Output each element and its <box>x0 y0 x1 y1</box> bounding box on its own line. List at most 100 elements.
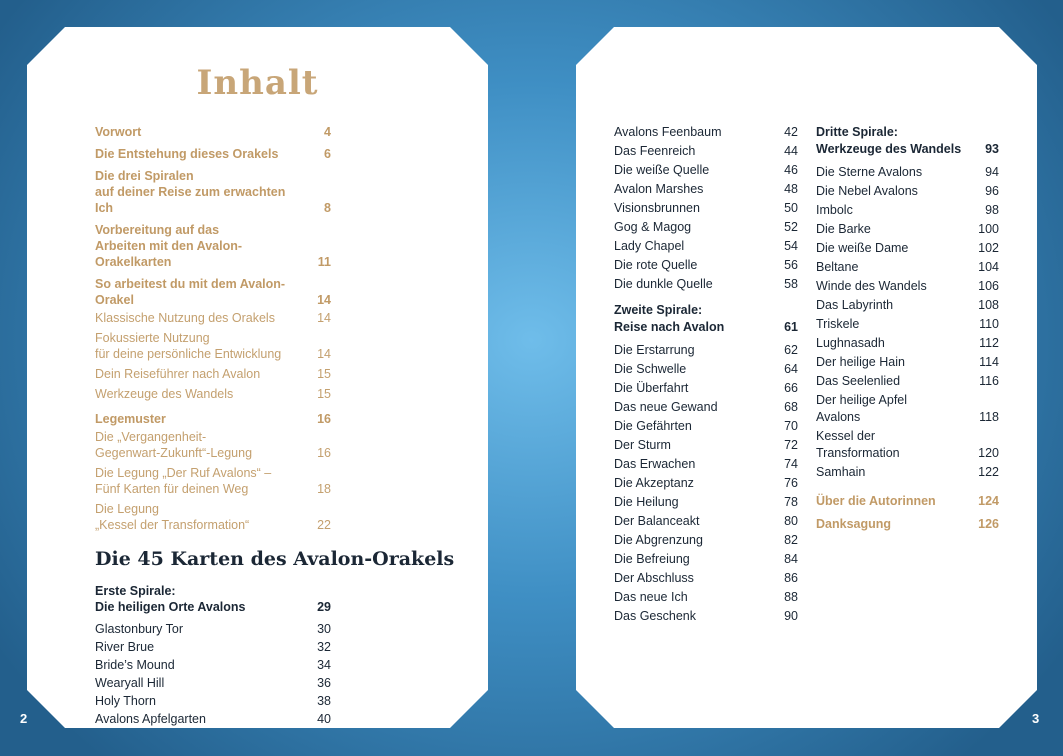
toc-entry[interactable]: Gog & Magog 52 <box>614 219 798 236</box>
toc-page-number: 68 <box>784 400 798 414</box>
toc-entry[interactable]: Wearyall Hill 36 <box>95 675 331 691</box>
toc-entry[interactable]: Danksagung 126 <box>816 516 999 533</box>
toc-entry-line: Die Befreiung <box>614 552 690 566</box>
toc-entry[interactable]: Klassische Nutzung des Orakels 14 <box>95 310 331 326</box>
toc-entry-title: Erste Spirale: Die heiligen Orte Avalons <box>95 583 303 615</box>
toc-page-number: 48 <box>784 182 798 196</box>
toc-page-number: 124 <box>978 494 999 508</box>
toc-entry[interactable]: Beltane 104 <box>816 259 999 276</box>
toc-entry[interactable]: Die Legung „Kessel der Transformation“ 22 <box>95 501 331 533</box>
toc-entry[interactable]: Die Heilung 78 <box>614 494 798 511</box>
toc-entry[interactable]: Samhain 122 <box>816 464 999 481</box>
toc-entry[interactable]: So arbeitest du mit dem Avalon-Orakel 14 <box>95 276 331 308</box>
toc-entry[interactable]: Die Überfahrt 66 <box>614 380 798 397</box>
toc-entry[interactable]: Lughnasadh 112 <box>816 335 999 352</box>
toc-entry[interactable]: Das neue Ich 88 <box>614 589 798 606</box>
toc-entry[interactable]: Kessel der Transformation 120 <box>816 428 999 462</box>
toc-entry[interactable]: Die Barke 100 <box>816 221 999 238</box>
toc-entry[interactable]: Glastonbury Tor 30 <box>95 621 331 637</box>
toc-entry[interactable]: Das Seelenlied 116 <box>816 373 999 390</box>
toc-entry[interactable]: Die Erstarrung 62 <box>614 342 798 359</box>
toc-page-number: 42 <box>784 125 798 139</box>
toc-entry[interactable]: Die weiße Dame 102 <box>816 240 999 257</box>
toc-entry[interactable]: Das Erwachen 74 <box>614 456 798 473</box>
toc-entry[interactable]: Das Geschenk 90 <box>614 608 798 625</box>
toc-page-number: 62 <box>784 343 798 357</box>
toc-entry[interactable]: Der heilige Hain 114 <box>816 354 999 371</box>
toc-page-number: 108 <box>978 298 999 312</box>
toc-page-number: 46 <box>784 163 798 177</box>
toc-entry-title: Der Balanceakt <box>614 513 770 530</box>
toc-entry-title: Die Schwelle <box>614 361 770 378</box>
toc-column-1: Avalons Feenbaum 42 Das Feenreich 44 Die wei… <box>614 122 798 625</box>
toc-entry[interactable]: Dritte Spirale: Werkzeuge des Wandels 93 <box>816 124 999 158</box>
toc-entry[interactable]: Avalon Marshes 48 <box>614 181 798 198</box>
toc-entry-line: Lady Chapel <box>614 239 685 253</box>
toc-entry-line: Die Gefährten <box>614 419 692 433</box>
toc-entry[interactable]: Vorbereitung auf das Arbeiten mit den Ava… <box>95 222 331 270</box>
toc-entry[interactable]: Die Abgrenzung 82 <box>614 532 798 549</box>
toc-entry-line: Gegenwart-Zukunft“-Legung <box>95 446 253 460</box>
toc-entry[interactable]: Bride’s Mound 34 <box>95 657 331 673</box>
toc-entry[interactable]: Die Sterne Avalons 94 <box>816 164 999 181</box>
toc-entry-title: Die Legung „Kessel der Transformation“ <box>95 501 303 533</box>
toc-entry[interactable]: Visionsbrunnen 50 <box>614 200 798 217</box>
toc-entry[interactable]: Die Gefährten 70 <box>614 418 798 435</box>
toc-entry-line: Vorbereitung auf das <box>95 223 220 237</box>
toc-entry-title: Samhain <box>816 464 971 481</box>
toc-entry-title: Die drei Spiralen auf deiner Reise zum er… <box>95 168 303 216</box>
toc-entry[interactable]: Holy Thorn 38 <box>95 693 331 709</box>
toc-column-2: Dritte Spirale: Werkzeuge des Wandels 93 Di… <box>816 122 999 533</box>
toc-entry-line: Avalons <box>816 410 861 424</box>
toc-entry[interactable]: Lady Chapel 54 <box>614 238 798 255</box>
toc-entry[interactable]: Das Labyrinth 108 <box>816 297 999 314</box>
toc-entry[interactable]: Der Sturm 72 <box>614 437 798 454</box>
toc-entry[interactable]: Legemuster 16 <box>95 411 331 427</box>
toc-entry[interactable]: Avalons Feenbaum 42 <box>614 124 798 141</box>
toc-entry[interactable]: Die dunkle Quelle 58 <box>614 276 798 293</box>
toc-entry[interactable]: Der Balanceakt 80 <box>614 513 798 530</box>
toc-entry[interactable]: Die Nebel Avalons 96 <box>816 183 999 200</box>
toc-entry[interactable]: Erste Spirale: Die heiligen Orte Avalons 2… <box>95 583 331 615</box>
toc-entry[interactable]: Das Feenreich 44 <box>614 143 798 160</box>
toc-entry[interactable]: Die drei Spiralen auf deiner Reise zum er… <box>95 168 331 216</box>
toc-entry-line: Die Überfahrt <box>614 381 689 395</box>
toc-entry[interactable]: Triskele 110 <box>816 316 999 333</box>
toc-entry-title: Der heilige Apfel Avalons <box>816 392 971 426</box>
toc-page-number: 44 <box>784 144 798 158</box>
toc-entry[interactable]: Der heilige Apfel Avalons 118 <box>816 392 999 426</box>
toc-entry-line: Kessel der <box>816 429 876 443</box>
toc-entry-line: Die Legung <box>95 502 159 516</box>
toc-page-number: 93 <box>985 142 999 156</box>
toc-entry[interactable]: Die „Vergangenheit- Gegenwart-Zukunft“-Le… <box>95 429 331 461</box>
toc-page-number: 110 <box>979 317 999 331</box>
toc-entry[interactable]: River Brue 32 <box>95 639 331 655</box>
toc-entry[interactable]: Imbolc 98 <box>816 202 999 219</box>
toc-entry[interactable]: Über die Autorinnen 124 <box>816 493 999 510</box>
toc-entry[interactable]: Die Befreiung 84 <box>614 551 798 568</box>
toc-entry[interactable]: Zweite Spirale: Reise nach Avalon 61 <box>614 302 798 336</box>
toc-entry[interactable]: Die Legung „Der Ruf Avalons“ – Fünf Karte… <box>95 465 331 497</box>
toc-entry-line: Das Erwachen <box>614 457 696 471</box>
toc-page-number: 78 <box>784 495 798 509</box>
toc-entry[interactable]: Das neue Gewand 68 <box>614 399 798 416</box>
toc-entry[interactable]: Winde des Wandels 106 <box>816 278 999 295</box>
toc-entry[interactable]: Werkzeuge des Wandels 15 <box>95 386 331 402</box>
toc-entry[interactable]: Die Akzeptanz 76 <box>614 475 798 492</box>
toc-entry[interactable]: Avalons Apfelgarten 40 <box>95 711 331 727</box>
toc-entry[interactable]: Die weiße Quelle 46 <box>614 162 798 179</box>
toc-entry[interactable]: Die Schwelle 64 <box>614 361 798 378</box>
toc-entry[interactable]: Vorwort 4 <box>95 124 331 140</box>
toc-entry[interactable]: Dein Reiseführer nach Avalon 15 <box>95 366 331 382</box>
toc-page-number: 104 <box>978 260 999 274</box>
toc-entry-line: für deine persönliche Entwicklung <box>95 347 282 361</box>
toc-page-number: 66 <box>784 381 798 395</box>
toc-entry[interactable]: Die rote Quelle 56 <box>614 257 798 274</box>
toc-entry[interactable]: Der Abschluss 86 <box>614 570 798 587</box>
toc-page-number: 40 <box>317 712 331 726</box>
toc-entry-title: Die Gefährten <box>614 418 770 435</box>
toc-entry[interactable]: Fokussierte Nutzung für deine persönliche… <box>95 330 331 362</box>
toc-entry-line: Dritte Spirale: <box>816 125 898 139</box>
toc-entry[interactable]: Die Entstehung dieses Orakels 6 <box>95 146 331 162</box>
toc-entry-line: Die weiße Dame <box>816 241 909 255</box>
